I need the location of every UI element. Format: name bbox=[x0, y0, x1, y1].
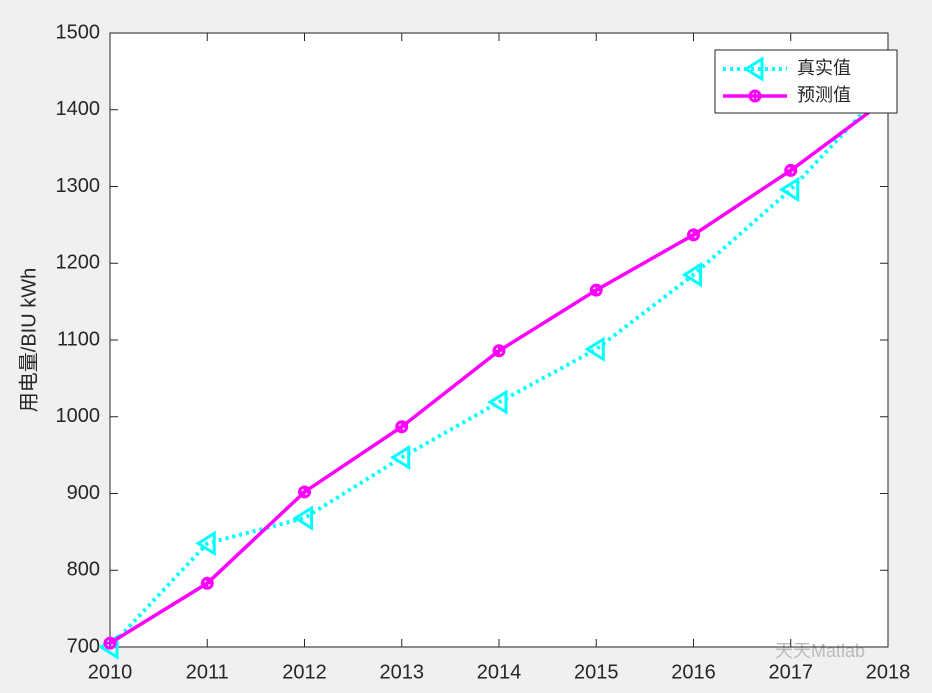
y-axis-label: 用电量/BIU kWh bbox=[17, 268, 40, 412]
marker bbox=[743, 56, 764, 82]
series-line bbox=[108, 84, 890, 649]
marker bbox=[681, 262, 702, 288]
marker bbox=[389, 444, 411, 471]
y-tick-label: 1400 bbox=[56, 98, 101, 120]
x-tick-label: 2010 bbox=[88, 661, 133, 683]
legend-box bbox=[714, 49, 898, 114]
marker bbox=[778, 176, 800, 203]
marker bbox=[687, 228, 700, 242]
x-tick-label: 2013 bbox=[380, 661, 425, 683]
y-tick-label: 1200 bbox=[56, 252, 101, 274]
marker-cross bbox=[298, 485, 311, 498]
x-tick-label: 2012 bbox=[282, 661, 327, 683]
marker bbox=[589, 283, 603, 297]
marker bbox=[298, 485, 311, 499]
marker-cross bbox=[687, 228, 700, 241]
y-tick-label: 1000 bbox=[56, 405, 101, 427]
marker-cross bbox=[201, 577, 214, 590]
x-tick-label: 2018 bbox=[866, 661, 911, 683]
y-tick-label: 1300 bbox=[56, 175, 101, 197]
marker-cross bbox=[395, 420, 408, 433]
marker bbox=[200, 576, 214, 590]
marker bbox=[492, 344, 506, 358]
marker bbox=[395, 420, 409, 434]
watermark: 天天Matlab bbox=[775, 641, 865, 661]
x-tick-label: 2011 bbox=[186, 661, 229, 683]
plot-area bbox=[110, 33, 888, 647]
x-tick-label: 2014 bbox=[477, 661, 522, 683]
marker bbox=[292, 505, 313, 531]
axes-box bbox=[109, 32, 889, 648]
marker-cross bbox=[784, 164, 797, 177]
x-tick-label: 2015 bbox=[574, 661, 619, 683]
y-tick-label: 800 bbox=[67, 559, 100, 581]
marker-cross bbox=[104, 637, 116, 650]
marker bbox=[487, 389, 508, 415]
marker-cross bbox=[590, 284, 603, 297]
marker bbox=[195, 530, 216, 557]
marker bbox=[103, 636, 117, 650]
y-tick-label: 1500 bbox=[56, 21, 101, 43]
legend-label: 预测值 bbox=[797, 85, 851, 105]
marker bbox=[784, 163, 798, 177]
marker bbox=[748, 89, 762, 103]
x-tick-label: 2016 bbox=[671, 661, 716, 683]
legend-label: 真实值 bbox=[797, 58, 851, 78]
y-tick-label: 900 bbox=[67, 482, 100, 504]
y-tick-label: 700 bbox=[67, 635, 100, 657]
y-tick-label: 1100 bbox=[57, 328, 100, 350]
marker-cross bbox=[749, 90, 761, 102]
marker bbox=[584, 336, 605, 362]
marker-cross bbox=[493, 344, 505, 357]
x-tick-label: 2017 bbox=[769, 661, 814, 683]
